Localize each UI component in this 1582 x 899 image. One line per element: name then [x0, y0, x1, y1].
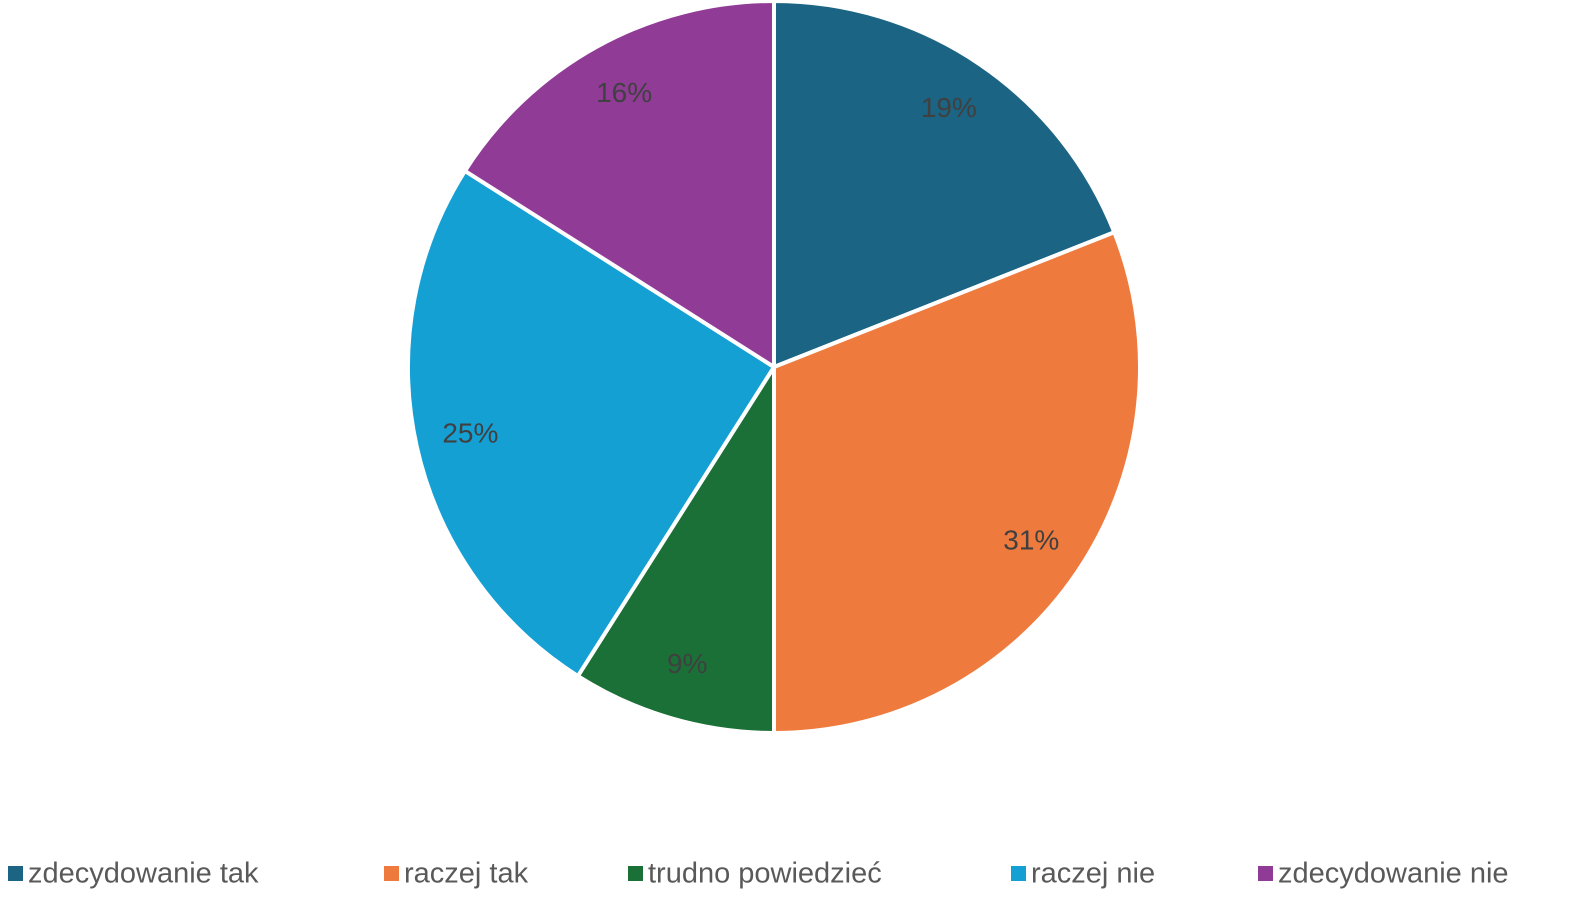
legend-swatch [8, 866, 23, 881]
data-label: 31% [1003, 524, 1059, 555]
data-label: 25% [442, 417, 498, 448]
legend-label: raczej tak [404, 858, 529, 890]
legend-label: trudno powiedzieć [648, 858, 882, 890]
pie-slice [772, 0, 1117, 369]
legend-label: raczej nie [1031, 858, 1155, 890]
legend-swatch [628, 866, 643, 881]
legend-label: zdecydowanie nie [1278, 858, 1509, 890]
data-label: 16% [596, 77, 652, 108]
legend-swatch [384, 866, 399, 881]
legend-label: zdecydowanie tak [28, 858, 259, 890]
legend-swatch [1011, 866, 1026, 881]
data-label: 19% [921, 92, 977, 123]
pie-slice [406, 168, 776, 679]
pie-slice [462, 0, 776, 369]
data-label: 9% [667, 648, 707, 679]
pie-slice [772, 230, 1142, 735]
pie-slice [575, 365, 776, 735]
legend-swatch [1258, 866, 1273, 881]
